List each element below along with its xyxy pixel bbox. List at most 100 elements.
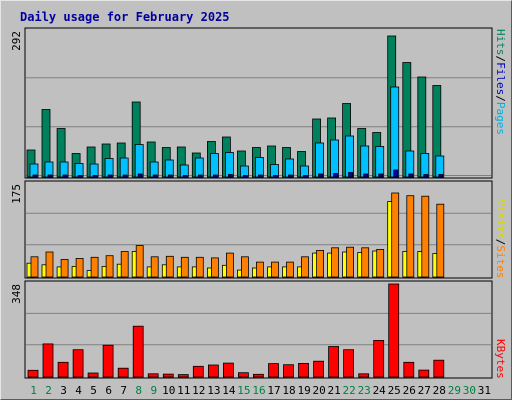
bar-files-day-27 [420, 153, 430, 178]
xtick-day-11: 11 [177, 384, 190, 397]
bar-sites-day-24 [376, 248, 385, 278]
bar-sites-day-14 [225, 252, 234, 278]
bar-files-day-4 [74, 163, 84, 178]
bar-files-day-21 [330, 139, 340, 178]
bar-sites-day-9 [150, 256, 159, 278]
xtick-day-30: 30 [463, 384, 476, 397]
bar-kbytes-day-18 [283, 364, 294, 378]
bar-pages-day-12 [197, 174, 203, 178]
xtick-day-12: 12 [192, 384, 205, 397]
ytick-max-hits: 292 [10, 31, 23, 51]
bar-kbytes-day-1 [27, 369, 39, 378]
bar-sites-day-19 [301, 256, 309, 278]
legend-panel2: Visits/Sites [494, 199, 507, 279]
bar-kbytes-day-6 [102, 344, 114, 378]
bar-pages-day-27 [423, 174, 429, 178]
bar-sites-day-2 [45, 251, 54, 278]
xtick-day-7: 7 [120, 384, 127, 397]
bar-pages-day-17 [273, 175, 278, 178]
xtick-day-13: 13 [207, 384, 220, 397]
bar-kbytes-day-28 [433, 359, 445, 378]
bar-pages-day-15 [242, 175, 248, 178]
xtick-day-29: 29 [448, 384, 461, 397]
legend-panel3: KBytes [494, 339, 507, 379]
bar-pages-day-28 [438, 174, 444, 178]
bar-pages-day-22 [348, 172, 354, 178]
xtick-day-25: 25 [388, 384, 401, 397]
legend-files: Files [494, 62, 507, 95]
xtick-day-19: 19 [297, 384, 310, 397]
bar-pages-day-11 [182, 175, 188, 178]
xtick-day-18: 18 [282, 384, 295, 397]
bar-files-day-16 [254, 157, 264, 178]
bar-pages-day-1 [32, 174, 38, 178]
bar-kbytes-day-10 [162, 373, 174, 378]
bar-files-day-14 [224, 152, 234, 178]
bar-sites-day-27 [421, 195, 430, 278]
xtick-day-24: 24 [373, 384, 387, 397]
bar-sites-day-22 [346, 246, 355, 278]
xtick-day-20: 20 [312, 384, 325, 397]
bar-pages-day-3 [62, 174, 68, 178]
legend-panel1: Hits/Files/Pages [494, 29, 507, 135]
bar-kbytes-day-24 [373, 339, 385, 378]
xtick-day-28: 28 [433, 384, 446, 397]
bar-layer [26, 35, 445, 378]
bar-kbytes-day-16 [252, 373, 264, 378]
bar-kbytes-day-27 [418, 369, 430, 378]
bar-kbytes-day-13 [207, 364, 219, 378]
bar-pages-day-2 [47, 174, 53, 178]
bar-sites-day-25 [391, 192, 400, 278]
legend-sep-2: / [494, 95, 507, 102]
bar-kbytes-day-23 [358, 373, 370, 378]
bar-pages-day-4 [77, 175, 83, 178]
xtick-day-8: 8 [135, 384, 142, 397]
bar-pages-day-21 [333, 173, 339, 178]
xtick-day-26: 26 [403, 384, 416, 397]
bar-sites-day-15 [240, 256, 249, 278]
bar-kbytes-day-5 [87, 372, 99, 378]
bar-sites-day-11 [180, 256, 189, 278]
chart-title: Daily usage for February 2025 [20, 10, 230, 24]
bar-pages-day-16 [257, 174, 263, 178]
bar-files-day-10 [164, 159, 174, 178]
xtick-day-6: 6 [105, 384, 112, 397]
bar-kbytes-day-26 [403, 361, 415, 378]
bar-sites-day-26 [406, 195, 415, 278]
bar-sites-day-6 [105, 255, 114, 278]
bar-pages-day-5 [92, 175, 98, 178]
bar-pages-day-25 [393, 169, 399, 178]
bar-kbytes-day-22 [343, 349, 355, 378]
bar-files-day-24 [375, 146, 385, 178]
bar-kbytes-day-19 [298, 362, 309, 378]
bar-sites-day-4 [75, 257, 84, 278]
bar-sites-day-17 [271, 261, 279, 278]
xtick-day-9: 9 [150, 384, 157, 397]
bar-files-day-25 [390, 86, 400, 178]
bar-kbytes-day-8 [132, 325, 144, 378]
xtick-day-4: 4 [75, 384, 82, 397]
bar-pages-day-13 [212, 174, 218, 178]
bar-sites-day-5 [90, 256, 99, 278]
bar-pages-day-7 [122, 174, 128, 178]
x-tick-labels: 1 2 3 4 5 6 7 8 9 10 11 12 13 14 15 16 17 18 19 20 21 22 23 24 2… [30, 384, 491, 397]
bar-files-day-6 [104, 158, 114, 178]
bar-sites-day-7 [120, 251, 129, 278]
bar-pages-day-10 [167, 174, 173, 178]
xtick-day-10: 10 [162, 384, 175, 397]
xtick-day-21: 21 [327, 384, 340, 397]
bar-pages-day-6 [107, 174, 113, 178]
bar-kbytes-day-9 [147, 373, 159, 378]
bar-sites-day-16 [255, 261, 264, 278]
bar-pages-day-24 [378, 173, 384, 178]
legend-sep-1: / [494, 56, 507, 63]
bar-files-day-18 [285, 158, 294, 178]
xtick-day-27: 27 [418, 384, 431, 397]
xtick-day-17: 17 [267, 384, 280, 397]
xtick-day-22: 22 [342, 384, 355, 397]
bar-pages-day-18 [288, 174, 293, 178]
bar-kbytes-day-4 [72, 349, 84, 378]
bar-sites-day-8 [135, 245, 144, 278]
bar-sites-day-3 [60, 259, 69, 278]
